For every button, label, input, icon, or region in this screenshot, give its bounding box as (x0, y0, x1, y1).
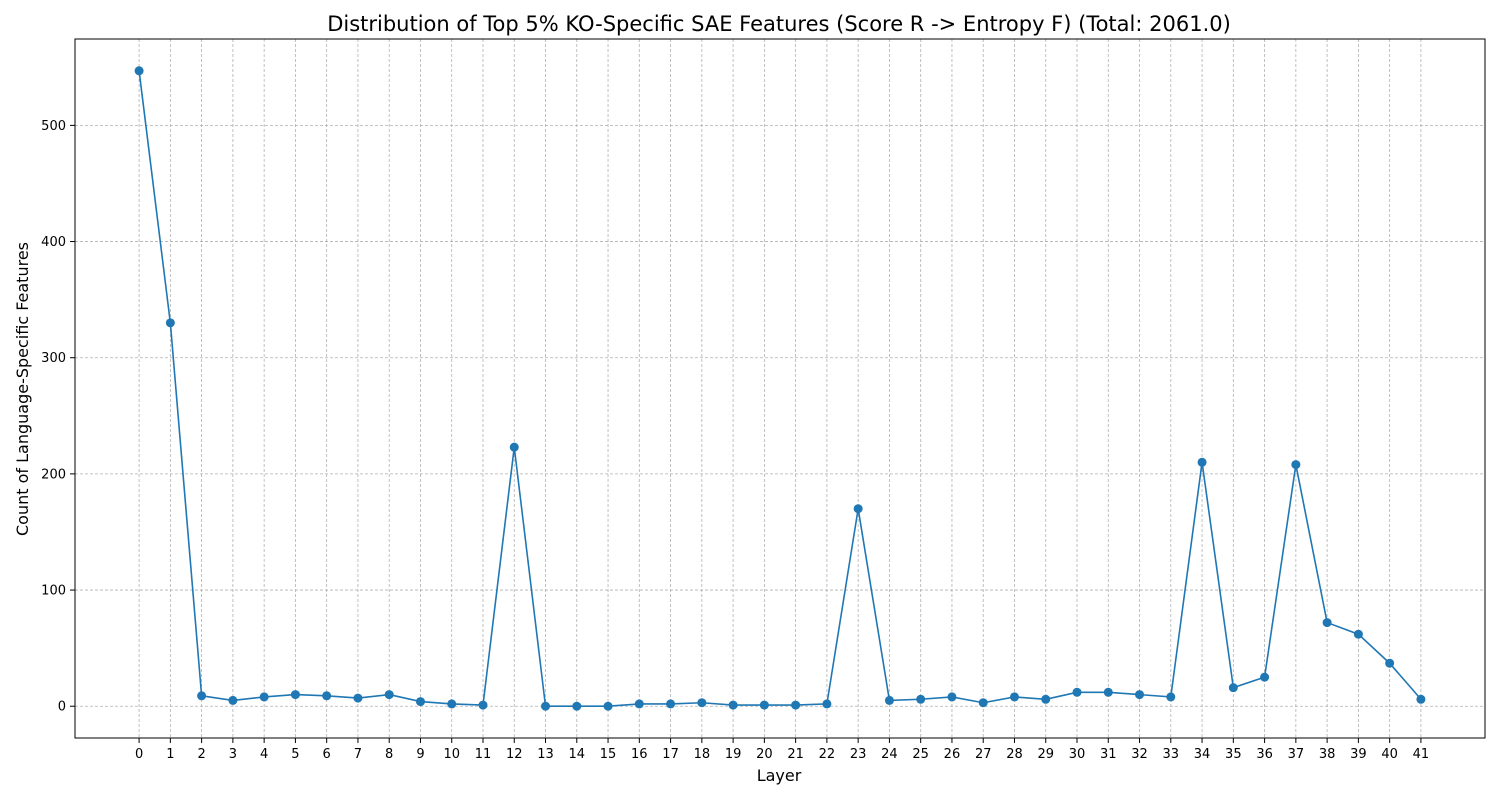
data-point (1260, 672, 1270, 682)
x-tick-label: 8 (385, 747, 393, 762)
data-point (978, 698, 988, 708)
x-tick-label: 14 (569, 747, 586, 762)
x-tick-label: 15 (600, 747, 617, 762)
grid-lines (75, 39, 1485, 738)
x-tick-label: 35 (1225, 747, 1242, 762)
x-tick-label: 17 (662, 747, 679, 762)
x-tick-label: 21 (787, 747, 804, 762)
data-point (290, 690, 300, 700)
data-point (384, 690, 394, 700)
data-point (884, 695, 894, 705)
data-point (353, 693, 363, 703)
x-tick-label: 24 (881, 747, 898, 762)
y-tick-label: 0 (58, 700, 66, 715)
data-point (916, 694, 926, 704)
x-tick-label: 11 (475, 747, 492, 762)
y-tick-label: 200 (41, 467, 66, 482)
data-point (1385, 658, 1395, 668)
data-point (197, 691, 207, 701)
x-tick-label: 19 (725, 747, 742, 762)
x-axis-label: Layer (757, 766, 802, 785)
x-tick-label: 6 (323, 747, 331, 762)
x-tick-label: 23 (850, 747, 867, 762)
data-point (447, 699, 457, 709)
x-tick-label: 1 (166, 747, 174, 762)
x-tick-label: 13 (537, 747, 554, 762)
x-tick-label: 10 (443, 747, 460, 762)
chart-title: Distribution of Top 5% KO-Specific SAE F… (327, 12, 1231, 36)
data-point (697, 698, 707, 708)
data-point (1228, 683, 1238, 693)
data-point (603, 701, 613, 711)
data-point (572, 701, 582, 711)
data-point (1166, 692, 1176, 702)
x-tick-label: 37 (1288, 747, 1305, 762)
y-tick-label: 100 (41, 584, 66, 599)
data-point (509, 442, 519, 452)
x-tick-label: 9 (416, 747, 424, 762)
x-tick-label: 28 (1006, 747, 1023, 762)
axis-ticks: 0 1 2 3 4 5 6 7 8 9 10 11 12 13 14 15 16 17 18 19 20 21 22 23 24… (41, 119, 1429, 762)
y-tick-label: 300 (41, 351, 66, 366)
data-point (165, 318, 175, 328)
data-point (947, 692, 957, 702)
x-tick-label: 33 (1163, 747, 1180, 762)
x-tick-label: 38 (1319, 747, 1336, 762)
x-tick-label: 41 (1413, 747, 1430, 762)
data-point (322, 691, 332, 701)
data-point (478, 700, 488, 710)
x-tick-label: 5 (291, 747, 299, 762)
x-tick-label: 20 (756, 747, 773, 762)
data-point (1103, 687, 1113, 697)
x-tick-label: 0 (135, 747, 143, 762)
data-point (415, 697, 425, 707)
x-tick-label: 7 (354, 747, 362, 762)
data-point (791, 700, 801, 710)
data-point (853, 504, 863, 514)
x-tick-label: 22 (819, 747, 836, 762)
data-point (1135, 690, 1145, 700)
y-axis-label: Count of Language-Specific Features (13, 242, 32, 536)
x-tick-label: 12 (506, 747, 523, 762)
data-point (134, 66, 144, 76)
data-point (822, 699, 832, 709)
y-tick-label: 400 (41, 235, 66, 250)
data-point (634, 699, 644, 709)
x-tick-label: 3 (229, 747, 237, 762)
x-tick-label: 36 (1256, 747, 1273, 762)
data-point (666, 699, 676, 709)
x-tick-label: 25 (912, 747, 929, 762)
x-tick-label: 32 (1131, 747, 1148, 762)
plot-frame (74, 38, 1486, 739)
data-points (134, 66, 1426, 711)
x-tick-label: 16 (631, 747, 648, 762)
data-point (759, 700, 769, 710)
data-point (228, 695, 238, 705)
x-tick-label: 2 (197, 747, 205, 762)
x-tick-label: 30 (1069, 747, 1086, 762)
series-line (138, 70, 1422, 708)
data-point (1072, 687, 1082, 697)
data-point (1416, 694, 1426, 704)
x-tick-label: 39 (1350, 747, 1367, 762)
y-tick-label: 500 (41, 119, 66, 134)
data-point (1197, 457, 1207, 467)
x-tick-label: 31 (1100, 747, 1117, 762)
x-tick-label: 26 (944, 747, 961, 762)
x-tick-label: 18 (694, 747, 711, 762)
x-tick-label: 40 (1381, 747, 1398, 762)
x-tick-label: 29 (1037, 747, 1054, 762)
data-point (259, 692, 269, 702)
data-point (728, 700, 738, 710)
data-point (1041, 694, 1051, 704)
data-point (541, 701, 551, 711)
x-tick-label: 4 (260, 747, 268, 762)
data-point (1009, 692, 1019, 702)
data-point (1291, 460, 1301, 470)
x-tick-label: 34 (1194, 747, 1211, 762)
data-point (1322, 618, 1332, 628)
x-tick-label: 27 (975, 747, 992, 762)
data-point (1353, 629, 1363, 639)
